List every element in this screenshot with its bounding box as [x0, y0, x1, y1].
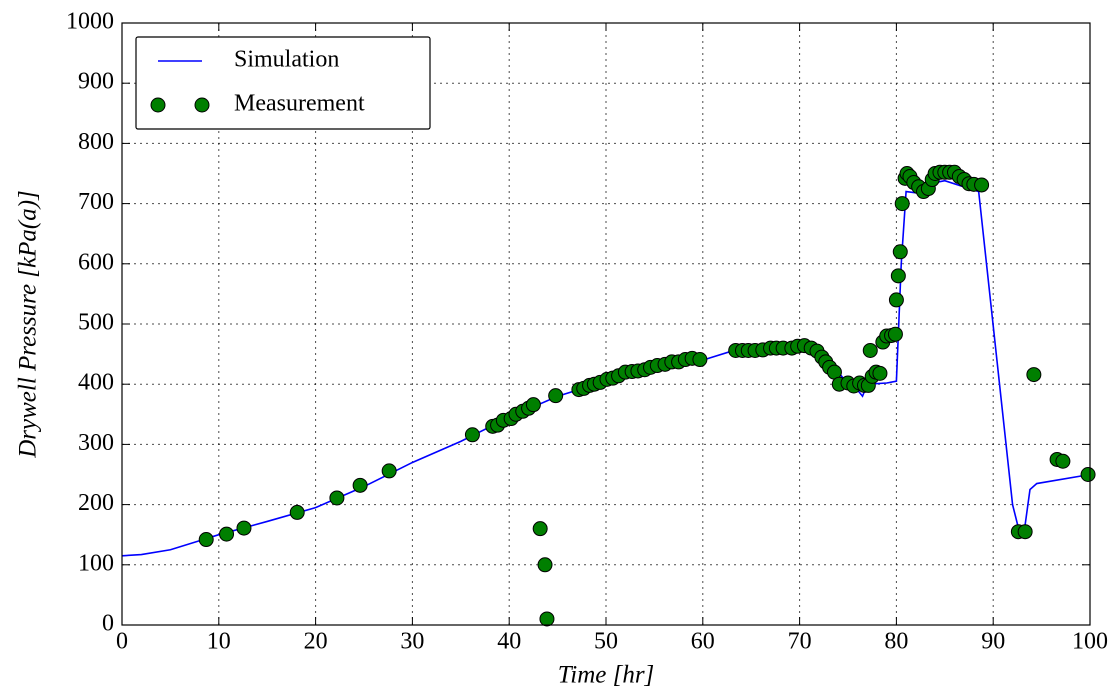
measurement-point	[1017, 524, 1033, 540]
y-tick-label: 300	[78, 430, 114, 456]
x-tick-label: 10	[207, 629, 231, 655]
y-tick-label: 900	[78, 69, 114, 95]
measurement-point	[862, 342, 878, 358]
measurement-point	[219, 526, 235, 542]
measurement-point	[888, 292, 904, 308]
x-tick-label: 60	[691, 629, 715, 655]
measurement-point	[1055, 453, 1071, 469]
measurement-point	[539, 611, 555, 627]
measurement-point	[381, 463, 397, 479]
measurement-point	[532, 521, 548, 537]
measurement-point	[1026, 367, 1042, 383]
legend-marker	[150, 97, 166, 113]
measurement-point	[537, 557, 553, 573]
y-tick-label: 400	[78, 370, 114, 396]
measurement-point	[236, 520, 252, 536]
y-tick-label: 100	[78, 550, 114, 576]
legend-label: Simulation	[234, 47, 339, 73]
plot-frame	[121, 22, 1091, 626]
measurement-point	[887, 326, 903, 342]
measurement-point	[548, 388, 564, 404]
y-axis-label: Drywell Pressure [kPa(a)]	[15, 190, 42, 459]
measurement-point	[974, 177, 990, 193]
measurement-point	[289, 504, 305, 520]
measurement-point	[872, 365, 888, 381]
measurement-point	[352, 477, 368, 493]
x-axis-label: Time [hr]	[558, 662, 655, 689]
x-tick-label: 0	[116, 629, 128, 655]
y-tick-label: 500	[78, 310, 114, 336]
legend-label: Measurement	[234, 91, 365, 117]
y-tick-label: 1000	[66, 9, 114, 35]
y-tick-label: 800	[78, 129, 114, 155]
y-tick-label: 200	[78, 490, 114, 516]
measurement-point	[892, 244, 908, 260]
x-tick-label: 70	[788, 629, 812, 655]
x-tick-label: 80	[884, 629, 908, 655]
measurement-point	[198, 532, 214, 548]
measurement-point	[1080, 467, 1096, 482]
measurement-point	[894, 196, 910, 212]
measurement-point	[890, 268, 906, 284]
x-tick-label: 100	[1072, 629, 1108, 655]
y-tick-label: 0	[102, 611, 114, 637]
measurement-point	[464, 427, 480, 443]
measurement-point	[525, 397, 541, 413]
x-tick-label: 30	[400, 629, 424, 655]
measurement-point	[692, 352, 708, 368]
y-tick-label: 700	[78, 189, 114, 215]
legend-box	[135, 36, 431, 130]
simulation-line	[121, 179, 1091, 557]
legend-marker	[194, 97, 210, 113]
x-tick-label: 50	[594, 629, 618, 655]
x-tick-label: 40	[497, 629, 521, 655]
measurement-point	[329, 490, 345, 506]
x-tick-label: 90	[981, 629, 1005, 655]
x-tick-label: 20	[304, 629, 328, 655]
y-tick-label: 600	[78, 249, 114, 275]
